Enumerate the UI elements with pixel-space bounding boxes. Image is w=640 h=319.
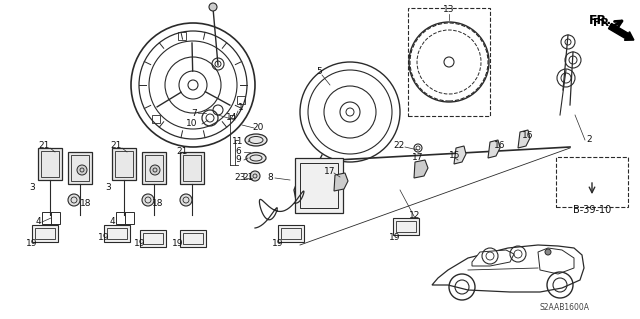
Circle shape bbox=[250, 171, 260, 181]
Text: 13: 13 bbox=[444, 5, 455, 14]
Text: 1: 1 bbox=[238, 103, 244, 113]
Bar bbox=[278, 225, 304, 242]
Text: 16: 16 bbox=[522, 130, 534, 139]
Bar bbox=[281, 228, 301, 239]
Text: 19: 19 bbox=[172, 240, 184, 249]
Polygon shape bbox=[454, 146, 466, 164]
Polygon shape bbox=[488, 140, 500, 158]
Text: 4: 4 bbox=[109, 218, 115, 226]
Bar bbox=[183, 233, 203, 244]
Ellipse shape bbox=[246, 152, 266, 164]
Bar bbox=[396, 221, 416, 232]
Circle shape bbox=[68, 194, 80, 206]
Text: 5: 5 bbox=[316, 68, 322, 77]
Text: 3: 3 bbox=[29, 183, 35, 192]
Text: S2AAB1600A: S2AAB1600A bbox=[540, 303, 590, 313]
Text: 11: 11 bbox=[232, 137, 244, 146]
Bar bbox=[104, 225, 130, 242]
Bar bbox=[393, 218, 419, 235]
Text: 15: 15 bbox=[449, 151, 461, 160]
Text: 9: 9 bbox=[235, 155, 241, 165]
Circle shape bbox=[545, 249, 551, 255]
Text: 4: 4 bbox=[35, 218, 41, 226]
Text: 19: 19 bbox=[99, 234, 109, 242]
Bar bbox=[115, 151, 133, 177]
Text: 20: 20 bbox=[252, 123, 264, 132]
Text: 23: 23 bbox=[234, 174, 246, 182]
Text: 2: 2 bbox=[586, 136, 592, 145]
Circle shape bbox=[209, 3, 217, 11]
Text: 21: 21 bbox=[243, 174, 253, 182]
Text: 12: 12 bbox=[410, 211, 420, 219]
Bar bbox=[183, 155, 201, 181]
FancyArrow shape bbox=[609, 23, 634, 40]
Bar bbox=[180, 152, 204, 184]
Text: 22: 22 bbox=[394, 140, 404, 150]
Text: 21: 21 bbox=[176, 147, 188, 157]
Text: 10: 10 bbox=[186, 120, 198, 129]
Bar bbox=[408, 8, 490, 116]
Bar bbox=[38, 148, 62, 180]
Ellipse shape bbox=[245, 134, 267, 146]
Text: 17: 17 bbox=[324, 167, 336, 176]
Bar bbox=[143, 233, 163, 244]
Bar bbox=[32, 225, 58, 242]
Bar bbox=[179, 32, 186, 40]
Text: 16: 16 bbox=[494, 140, 506, 150]
Circle shape bbox=[150, 165, 160, 175]
Bar bbox=[300, 163, 338, 208]
Bar bbox=[140, 230, 166, 247]
Polygon shape bbox=[518, 130, 530, 148]
Polygon shape bbox=[334, 173, 348, 191]
Bar bbox=[71, 155, 89, 181]
Text: FR.: FR. bbox=[593, 18, 613, 28]
Bar bbox=[556, 157, 628, 207]
Text: B-39-10: B-39-10 bbox=[573, 205, 611, 215]
Circle shape bbox=[180, 194, 192, 206]
Text: 17: 17 bbox=[412, 153, 424, 162]
Text: 18: 18 bbox=[80, 199, 92, 209]
Text: 19: 19 bbox=[272, 240, 284, 249]
Text: 19: 19 bbox=[389, 234, 401, 242]
Text: 6: 6 bbox=[235, 147, 241, 157]
Bar bbox=[180, 230, 206, 247]
Bar bbox=[152, 115, 160, 123]
Text: 19: 19 bbox=[134, 240, 146, 249]
Text: 3: 3 bbox=[105, 183, 111, 192]
Polygon shape bbox=[414, 160, 428, 178]
Text: 21: 21 bbox=[110, 140, 122, 150]
Text: 14: 14 bbox=[227, 114, 237, 122]
Bar bbox=[35, 228, 55, 239]
Bar bbox=[42, 212, 60, 224]
Circle shape bbox=[142, 194, 154, 206]
Polygon shape bbox=[538, 248, 574, 274]
Text: 18: 18 bbox=[152, 199, 164, 209]
Bar bbox=[107, 228, 127, 239]
Bar bbox=[237, 96, 244, 104]
Bar bbox=[112, 148, 136, 180]
Bar bbox=[295, 158, 343, 213]
Bar bbox=[68, 152, 92, 184]
Circle shape bbox=[77, 165, 87, 175]
Bar bbox=[41, 151, 59, 177]
Bar bbox=[116, 212, 134, 224]
Text: 19: 19 bbox=[26, 240, 38, 249]
Bar bbox=[145, 155, 163, 181]
Text: 21: 21 bbox=[38, 140, 50, 150]
Text: FR.: FR. bbox=[588, 13, 612, 26]
Text: 8: 8 bbox=[267, 174, 273, 182]
Bar bbox=[142, 152, 166, 184]
Text: 7: 7 bbox=[191, 108, 197, 117]
Polygon shape bbox=[432, 245, 584, 292]
Polygon shape bbox=[472, 250, 514, 266]
